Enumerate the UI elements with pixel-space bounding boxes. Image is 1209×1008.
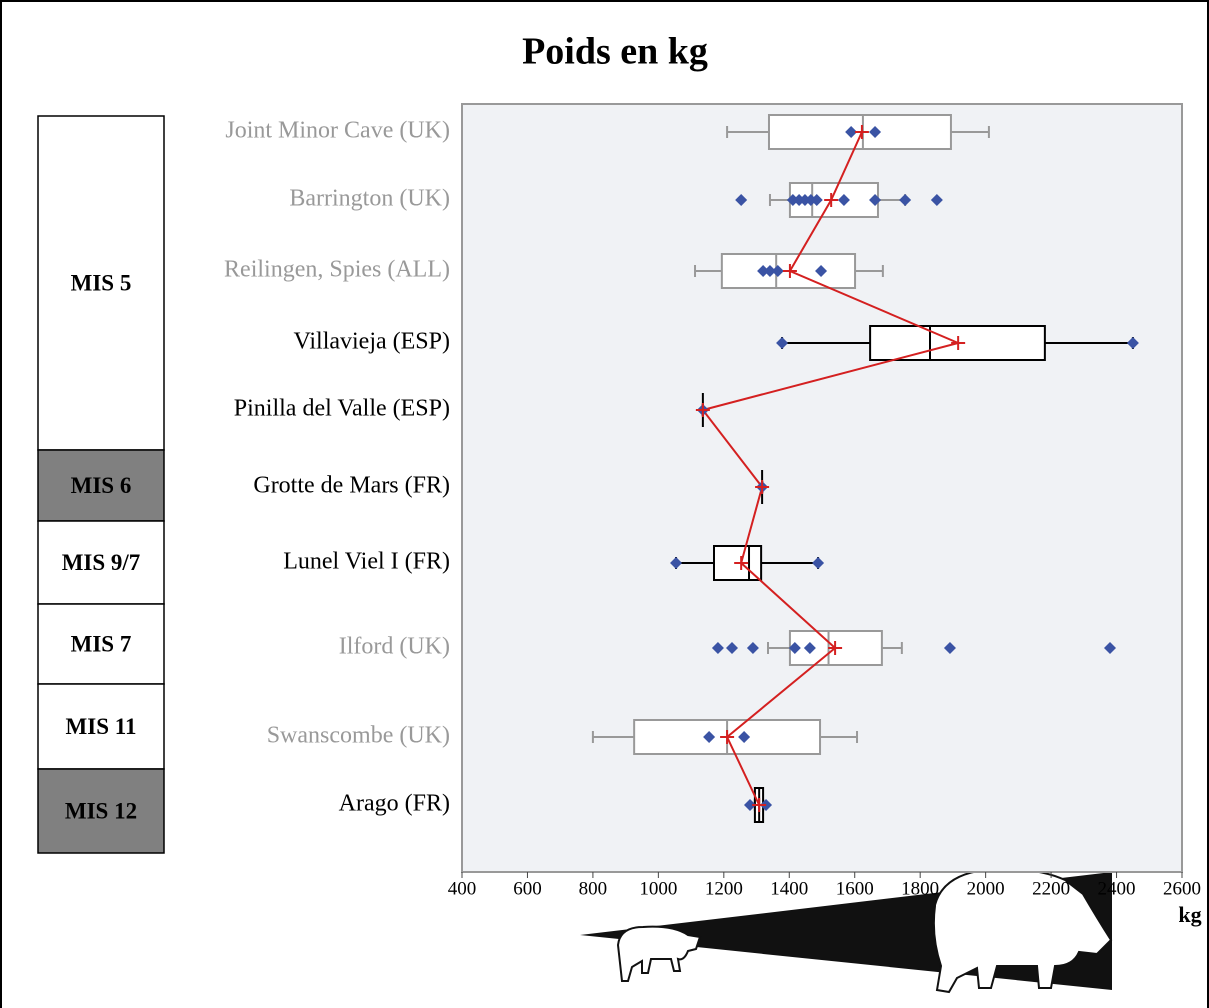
category-label: Arago (FR) [339, 791, 450, 817]
data-point [763, 265, 776, 277]
category-label: Ilford (UK) [339, 634, 450, 660]
mean-marker [720, 730, 735, 744]
period-box [37, 768, 165, 854]
x-tick-label: 1400 [770, 878, 808, 899]
period-box [37, 520, 165, 605]
data-point [869, 126, 882, 138]
mean-marker [828, 641, 843, 655]
category-label: Swanscombe (UK) [267, 723, 450, 749]
mean-marker [755, 480, 770, 494]
category-label: Lunel Viel I (FR) [283, 549, 450, 575]
data-point [744, 799, 756, 811]
mean-marker [782, 264, 797, 278]
mean-marker [752, 798, 767, 812]
data-point [1126, 337, 1139, 349]
x-tick-label: 1000 [639, 878, 677, 899]
data-point [1104, 642, 1116, 654]
data-point [757, 265, 770, 277]
x-tick-label: 1200 [705, 878, 743, 899]
category-label: Villavieja (ESP) [293, 329, 450, 355]
period-label: MIS 12 [65, 798, 137, 823]
data-point [738, 731, 751, 743]
x-tick-label: 2200 [1032, 878, 1070, 899]
rhino-scale [580, 868, 1113, 994]
x-tick-label: 1800 [901, 878, 939, 899]
data-point [943, 642, 956, 654]
x-tick-label: 2600 [1163, 878, 1201, 899]
period-box [37, 115, 165, 451]
data-point [845, 126, 858, 138]
period-label: MIS 9/7 [62, 550, 141, 575]
data-point [771, 265, 784, 277]
data-point [711, 642, 724, 654]
x-tick-label: 2400 [1098, 878, 1136, 899]
period-box [37, 683, 165, 770]
x-tick-label: 2000 [967, 878, 1005, 899]
data-point [735, 194, 748, 206]
mean-line [701, 131, 962, 806]
data-point [746, 642, 759, 654]
mean-marker [695, 403, 710, 417]
mean-marker [854, 125, 869, 139]
category-label: Barrington (UK) [289, 186, 450, 212]
data-point [803, 642, 816, 654]
period-label: MIS 11 [66, 714, 137, 739]
mean-marker [734, 556, 749, 570]
plot-area [461, 103, 1183, 873]
x-axis-label: kg [1178, 902, 1201, 927]
x-tick-label: 1600 [836, 878, 874, 899]
data-point [670, 557, 683, 569]
period-label: MIS 5 [71, 270, 132, 295]
data-point [930, 194, 943, 206]
data-point [786, 194, 799, 206]
mean-marker [951, 336, 966, 350]
data-point [837, 194, 850, 206]
data-point [815, 265, 828, 277]
category-label: Grotte de Mars (FR) [253, 473, 450, 499]
x-tick-label: 800 [579, 878, 608, 899]
data-point [869, 194, 882, 206]
data-point [812, 557, 825, 569]
category-label: Reilingen, Spies (ALL) [224, 257, 450, 283]
category-label: Pinilla del Valle (ESP) [234, 396, 450, 422]
data-point [776, 337, 789, 349]
category-label: Joint Minor Cave (UK) [225, 118, 450, 144]
x-tick-label: 400 [448, 878, 477, 899]
period-label: MIS 6 [71, 473, 132, 498]
mean-marker [824, 193, 839, 207]
period-label: MIS 7 [71, 631, 132, 656]
box [767, 114, 952, 150]
data-point [726, 642, 738, 654]
x-tick-label: 600 [513, 878, 542, 899]
data-point [899, 194, 912, 206]
data-point [810, 194, 823, 206]
data-point [788, 642, 801, 654]
data-point [703, 731, 716, 743]
chart-title: Poids en kg [522, 31, 708, 73]
